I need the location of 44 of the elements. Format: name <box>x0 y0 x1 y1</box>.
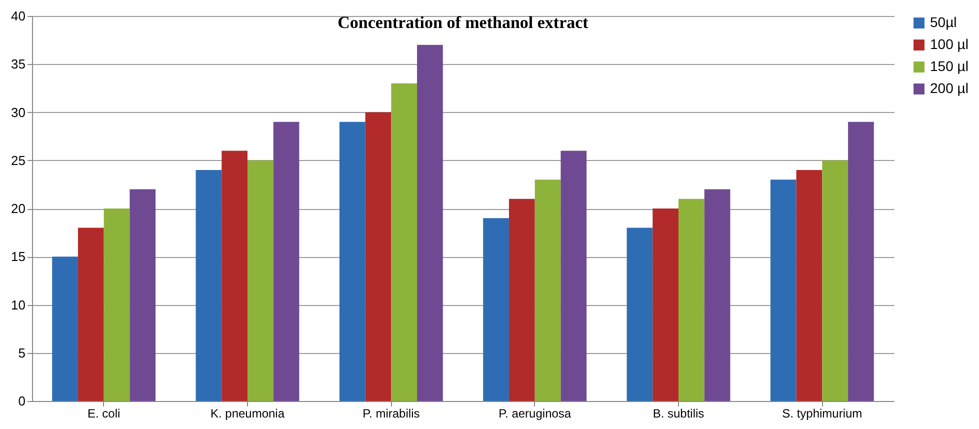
bar <box>848 122 874 401</box>
bar <box>196 170 222 401</box>
bar <box>652 208 678 401</box>
bar <box>483 218 509 401</box>
bar <box>222 150 248 401</box>
bar <box>248 160 274 401</box>
bar <box>273 122 300 401</box>
bar <box>391 83 418 401</box>
bar <box>678 198 704 401</box>
y-tick-label: 0 <box>18 394 26 408</box>
bar <box>560 150 587 401</box>
y-tick-label: 15 <box>11 249 26 264</box>
bar <box>365 112 392 401</box>
bar <box>704 189 730 401</box>
x-tick-label: E. coli <box>87 406 120 420</box>
bar <box>796 170 822 401</box>
y-tick-label: 30 <box>11 104 26 120</box>
x-tick-label: P. mirabilis <box>362 406 420 420</box>
y-tick-label: 10 <box>11 297 26 312</box>
bar <box>534 180 561 401</box>
bar <box>130 189 156 401</box>
x-tick-label: S. typhimurium <box>782 406 862 420</box>
y-tick-label: 35 <box>11 56 26 72</box>
legend-label: 100 µl <box>930 36 968 52</box>
bar <box>104 208 130 401</box>
bar <box>339 122 366 401</box>
y-tick-label: 25 <box>11 152 26 168</box>
bar <box>417 44 443 401</box>
bar <box>822 160 848 401</box>
x-tick-label: P. aeruginosa <box>498 406 572 420</box>
legend-label: 200 µl <box>930 80 968 96</box>
x-tick-label: B. subtilis <box>652 406 704 420</box>
bar <box>52 256 78 401</box>
bar <box>770 180 796 401</box>
legend-label: 150 µl <box>930 58 968 74</box>
x-tick-label: K. pneumonia <box>210 406 285 420</box>
y-tick-label: 40 <box>11 8 26 24</box>
bar <box>508 198 535 401</box>
bar <box>626 228 653 401</box>
y-tick-label: 5 <box>18 345 26 360</box>
chart-title: Concentration of methanol extract <box>338 13 589 32</box>
legend-label: 50µl <box>930 14 957 30</box>
bar <box>78 228 104 401</box>
y-tick-label: 20 <box>11 201 26 216</box>
